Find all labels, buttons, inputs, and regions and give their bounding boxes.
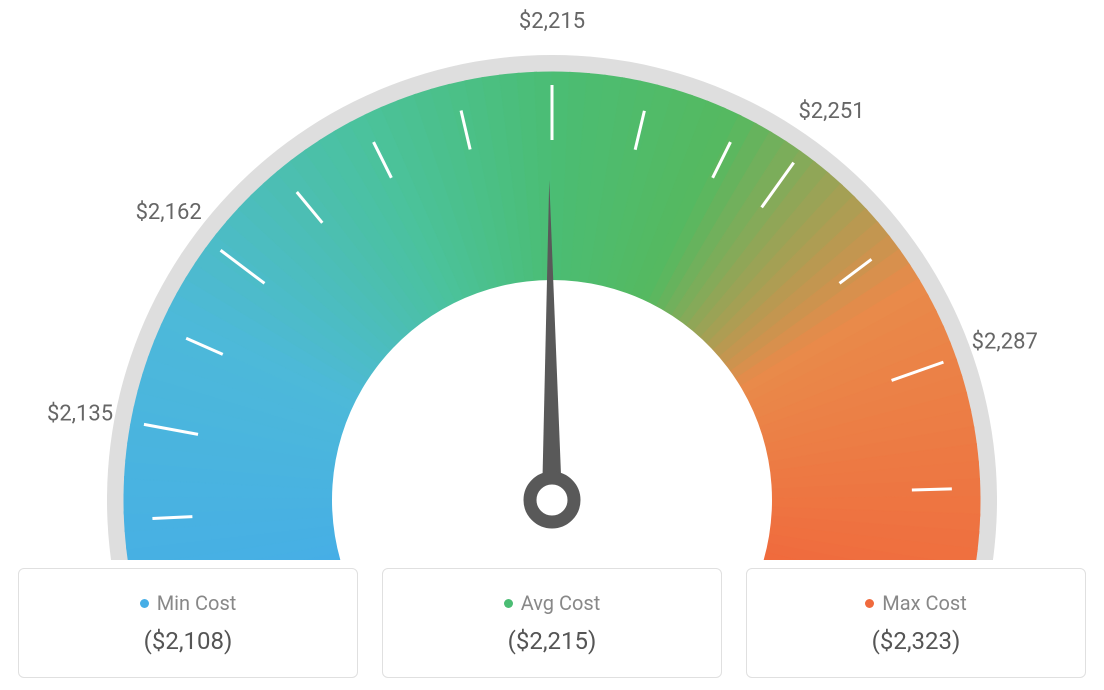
gauge-tick-label: $2,162	[136, 200, 202, 225]
gauge-tick-label: $2,287	[972, 330, 1038, 355]
card-label-row: Avg Cost	[391, 591, 713, 615]
min-cost-label: Min Cost	[157, 591, 237, 615]
max-cost-value: ($2,323)	[755, 627, 1077, 655]
avg-cost-card: Avg Cost ($2,215)	[382, 568, 722, 678]
gauge-tick-label: $2,215	[519, 9, 585, 34]
min-cost-card: Min Cost ($2,108)	[18, 568, 358, 678]
avg-cost-label: Avg Cost	[521, 591, 601, 615]
gauge-needle-ring	[530, 478, 574, 522]
gauge-tick	[152, 517, 192, 519]
min-cost-value: ($2,108)	[27, 627, 349, 655]
gauge-chart: $2,108$2,135$2,162$2,215$2,251$2,287$2,3…	[0, 0, 1104, 560]
max-cost-card: Max Cost ($2,323)	[746, 568, 1086, 678]
avg-cost-value: ($2,215)	[391, 627, 713, 655]
gauge-svg: $2,108$2,135$2,162$2,215$2,251$2,287$2,3…	[0, 0, 1104, 560]
summary-cards: Min Cost ($2,108) Avg Cost ($2,215) Max …	[18, 568, 1086, 678]
gauge-tick	[912, 489, 952, 490]
max-dot-icon	[865, 599, 874, 608]
card-label-row: Max Cost	[755, 591, 1077, 615]
max-cost-label: Max Cost	[882, 591, 967, 615]
min-dot-icon	[140, 599, 149, 608]
avg-dot-icon	[504, 599, 513, 608]
gauge-tick-label: $2,135	[47, 402, 113, 427]
gauge-tick-label: $2,251	[798, 99, 864, 124]
card-label-row: Min Cost	[27, 591, 349, 615]
